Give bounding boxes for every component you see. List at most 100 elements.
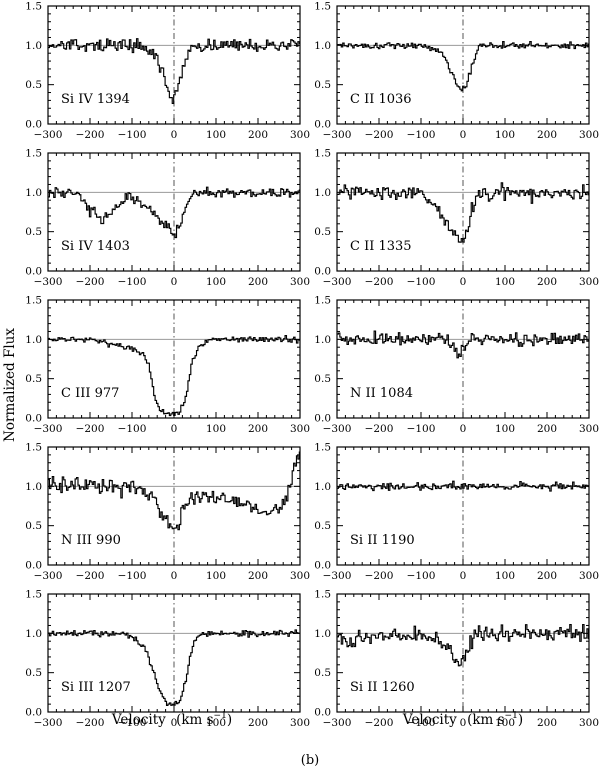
x-tick-label: 200 xyxy=(537,276,557,288)
x-tick-label: 200 xyxy=(537,717,557,729)
x-tick-label: −100 xyxy=(407,129,436,141)
x-tick-label: 0 xyxy=(171,570,178,582)
ion-label-n-ii-1084: N II 1084 xyxy=(350,386,413,401)
y-tick-label: 1.5 xyxy=(314,442,331,454)
x-axis-title-right-text: Velocity xyxy=(402,712,457,728)
y-tick-label: 0.5 xyxy=(314,520,331,532)
panel-n-iii-990: −300 −200 −100 0 100 200 300 0.0 0.5 1.0 1.5 N III … xyxy=(25,442,310,583)
panel-c-ii-1335: −300 −200 −100 0 100 200 300 0.0 0.5 1.0 1.5 C II 1… xyxy=(314,148,599,289)
x-tick-label: −300 xyxy=(34,129,63,141)
x-tick-label: 200 xyxy=(537,570,557,582)
y-tick-label: 1.0 xyxy=(25,334,42,346)
x-axis-title-left-exp: −1 xyxy=(214,711,227,721)
y-tick-label: 0.5 xyxy=(314,667,331,679)
x-tick-label: 100 xyxy=(495,423,515,435)
x-tick-label: 200 xyxy=(248,423,268,435)
x-tick-label: −100 xyxy=(407,717,436,729)
x-tick-label: 300 xyxy=(579,570,599,582)
spectrum-si-iv-1403 xyxy=(48,186,300,239)
y-tick-label: 1.0 xyxy=(314,481,331,493)
spectrum-n-ii-1084 xyxy=(337,330,589,359)
x-axis-title-right: Velocity (km s−1) xyxy=(402,711,523,728)
x-axis-title-left-unit: (km s xyxy=(176,712,214,728)
spectrum-c-iii-977 xyxy=(48,335,300,417)
ion-label-n-iii-990: N III 990 xyxy=(61,533,121,548)
y-tick-label: 1.5 xyxy=(314,1,331,13)
spectrum-c-ii-1335 xyxy=(337,182,589,243)
y-tick-label: 0.0 xyxy=(25,119,42,131)
ion-label-si-iii-1207: Si III 1207 xyxy=(61,680,131,695)
x-tick-label: −200 xyxy=(365,129,394,141)
x-tick-label: −100 xyxy=(118,717,147,729)
figure-caption: (b) xyxy=(301,753,319,768)
x-tick-label: 0 xyxy=(171,129,178,141)
y-tick-label: 1.0 xyxy=(25,187,42,199)
x-tick-label: −100 xyxy=(118,423,147,435)
y-tick-label: 0.0 xyxy=(25,707,42,719)
x-tick-label: 0 xyxy=(171,717,178,729)
x-tick-label: −100 xyxy=(407,570,436,582)
y-tick-label: 0.0 xyxy=(314,413,331,425)
x-tick-label: −300 xyxy=(323,129,352,141)
x-tick-label: 100 xyxy=(495,570,515,582)
x-tick-label: −200 xyxy=(365,423,394,435)
panel-si-iv-1403: −300 −200 −100 0 100 200 300 0.0 0.5 1.0 1.5 Si IV … xyxy=(25,148,310,289)
panel-n-ii-1084: −300 −200 −100 0 100 200 300 0.0 0.5 1.0 1.5 N II 1… xyxy=(314,295,599,436)
x-tick-label: 100 xyxy=(206,129,226,141)
y-tick-label: 0.0 xyxy=(314,119,331,131)
y-tick-label: 1.0 xyxy=(314,187,331,199)
x-tick-label: 100 xyxy=(206,570,226,582)
x-tick-label: 300 xyxy=(579,423,599,435)
y-tick-label: 1.0 xyxy=(25,40,42,52)
spectrum-si-iii-1207 xyxy=(48,629,300,707)
x-tick-label: 100 xyxy=(495,717,515,729)
x-tick-label: 300 xyxy=(579,276,599,288)
panel-si-iv-1394: −300 −200 −100 0 100 200 300 0.0 0.5 1.0 1.5 Si IV … xyxy=(25,1,310,142)
ion-label-c-ii-1036: C II 1036 xyxy=(350,92,412,107)
ion-label-si-ii-1190: Si II 1190 xyxy=(350,533,415,548)
x-tick-label: −300 xyxy=(34,717,63,729)
ion-label-si-ii-1260: Si II 1260 xyxy=(350,680,415,695)
y-tick-label: 1.5 xyxy=(314,589,331,601)
x-tick-label: 0 xyxy=(460,717,467,729)
x-tick-label: 0 xyxy=(171,276,178,288)
x-tick-label: −200 xyxy=(365,717,394,729)
x-tick-label: 0 xyxy=(460,276,467,288)
panel-si-ii-1260: −300 −200 −100 0 100 200 300 0.0 0.5 1.0 1.5 Si II … xyxy=(314,589,599,730)
y-axis-title: Normalized Flux xyxy=(2,328,18,442)
x-tick-label: −200 xyxy=(76,570,105,582)
spectrum-n-iii-990 xyxy=(48,451,300,531)
x-tick-label: 0 xyxy=(460,129,467,141)
y-tick-label: 0.0 xyxy=(314,707,331,719)
x-tick-label: 200 xyxy=(537,423,557,435)
y-tick-label: 1.5 xyxy=(314,148,331,160)
x-tick-label: −100 xyxy=(407,423,436,435)
x-tick-label: 0 xyxy=(171,423,178,435)
x-tick-label: −100 xyxy=(407,276,436,288)
y-tick-label: 0.5 xyxy=(314,226,331,238)
x-tick-label: −100 xyxy=(118,276,147,288)
x-tick-label: −300 xyxy=(34,276,63,288)
y-tick-label: 0.5 xyxy=(25,79,42,91)
x-tick-label: 200 xyxy=(537,129,557,141)
y-tick-label: 0.0 xyxy=(25,560,42,572)
y-tick-label: 0.5 xyxy=(25,226,42,238)
x-tick-label: 300 xyxy=(290,129,310,141)
x-tick-label: 300 xyxy=(579,129,599,141)
y-tick-label: 0.5 xyxy=(25,667,42,679)
x-tick-label: 300 xyxy=(290,717,310,729)
x-axis-title-left: Velocity (km s−1) xyxy=(111,711,232,728)
x-axis-title-right-exp: −1 xyxy=(505,711,518,721)
x-tick-label: 300 xyxy=(579,717,599,729)
panel-si-iii-1207: −300 −200 −100 0 100 200 300 0.0 0.5 1.0 1.5 Si III… xyxy=(25,589,310,730)
ion-label-si-iv-1403: Si IV 1403 xyxy=(61,239,130,254)
spectrum-si-ii-1190 xyxy=(337,480,589,492)
panel-c-iii-977: −300 −200 −100 0 100 200 300 0.0 0.5 1.0 1.5 C III … xyxy=(25,295,310,436)
panel-si-ii-1190: −300 −200 −100 0 100 200 300 0.0 0.5 1.0 1.5 Si II … xyxy=(314,442,599,583)
y-tick-label: 1.0 xyxy=(25,628,42,640)
ion-label-c-iii-977: C III 977 xyxy=(61,386,119,401)
y-tick-label: 1.5 xyxy=(25,442,42,454)
spectrum-si-ii-1260 xyxy=(337,624,589,667)
panel-c-ii-1036: −300 −200 −100 0 100 200 300 0.0 0.5 1.0 1.5 C II 1… xyxy=(314,1,599,142)
